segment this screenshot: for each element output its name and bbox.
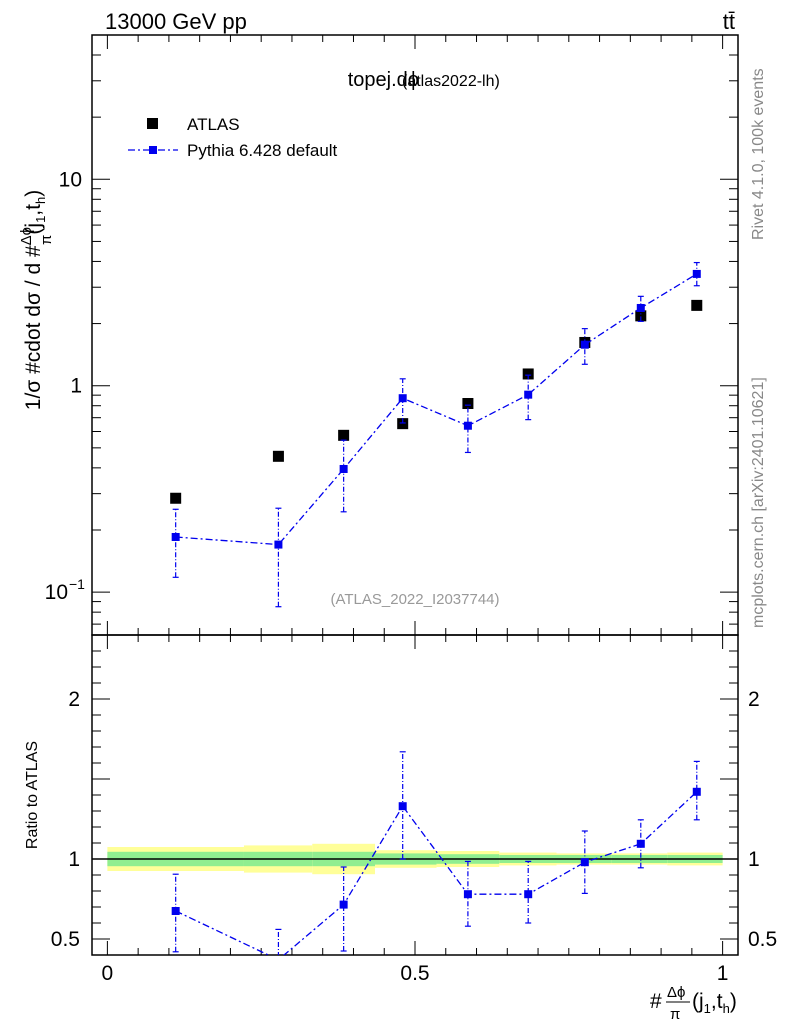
svg-text:Δϕ: Δϕ xyxy=(667,984,685,1001)
ratio-pythia-point xyxy=(580,858,589,867)
pythia-point xyxy=(692,269,701,278)
legend: ATLAS Pythia 6.428 default xyxy=(128,115,338,160)
ratio-pythia-point xyxy=(692,787,701,796)
atlas-point xyxy=(691,299,703,311)
x-tick-label: 1 xyxy=(717,962,729,985)
ratio-pythia-point xyxy=(636,839,645,848)
atlas-point xyxy=(522,368,534,380)
analysis-watermark: (ATLAS_2022_I2037744) xyxy=(330,591,499,608)
svg-text:(j1,th): (j1,th) xyxy=(692,990,737,1016)
ratio-ylabel: Ratio to ATLAS xyxy=(24,741,41,849)
ratio-pythia-point xyxy=(339,900,348,909)
ratio-pythia-point xyxy=(398,802,407,811)
header-energy: 13000 GeV pp xyxy=(105,9,247,34)
ratio-y-tick-label: 1 xyxy=(748,848,760,871)
atlas-point xyxy=(338,429,350,441)
ratio-y-tick-label: 0.5 xyxy=(51,928,80,951)
plot-subtitle: (atlas2022-lh) xyxy=(402,73,500,90)
pythia-point xyxy=(339,464,348,473)
ratio-y-tick-label: 2 xyxy=(68,688,80,711)
side-label-rivet: Rivet 4.1.0, 100k events xyxy=(750,68,767,240)
atlas-point xyxy=(635,310,647,322)
plot-title: topej.dϕ xyxy=(348,69,419,91)
ratio-pythia-point xyxy=(171,907,180,915)
ratio-pythia-point xyxy=(524,890,533,899)
main-data xyxy=(170,261,703,608)
ratio-pythia-line xyxy=(175,791,698,955)
atlas-point xyxy=(397,418,409,430)
legend-atlas-marker xyxy=(147,118,158,129)
svg-text:#: # xyxy=(650,990,662,1013)
pythia-point xyxy=(524,390,533,399)
pythia-point xyxy=(463,421,472,430)
header-process: tt̄ xyxy=(723,9,735,34)
ratio-y-tick-label: 0.5 xyxy=(748,928,777,951)
pythia-point xyxy=(274,540,283,549)
pythia-line xyxy=(175,273,698,546)
pythia-point xyxy=(636,303,645,312)
pythia-point xyxy=(398,394,407,403)
y-tick-label-exponent: −1 xyxy=(69,576,85,592)
atlas-point xyxy=(462,398,474,410)
svg-text:1/σ #cdot dσ / d #Δϕπ(j1,th): 1/σ #cdot dσ / d #Δϕ π(j1,th) xyxy=(18,190,55,410)
main-ylabel: 1/σ #cdot dσ / d #Δϕ π(j1,th) xyxy=(18,190,55,410)
ratio-data xyxy=(171,751,701,964)
pythia-point xyxy=(580,340,589,349)
atlas-point xyxy=(272,450,284,462)
ratio-y-tick-label: 2 xyxy=(748,688,760,711)
y-tick-label: 1 xyxy=(70,375,82,398)
x-tick-label: 0.5 xyxy=(400,962,429,985)
legend-pythia-label: Pythia 6.428 default xyxy=(187,141,338,160)
svg-text:π: π xyxy=(670,1006,680,1023)
ratio-pythia-point xyxy=(463,890,472,899)
ratio-panel-frame xyxy=(91,634,739,956)
ratio-pythia-point xyxy=(274,956,282,964)
ratio-y-tick-label: 1 xyxy=(68,848,80,871)
pythia-point xyxy=(171,532,180,541)
y-tick-label: 10 xyxy=(59,168,82,191)
atlas-point xyxy=(170,492,182,504)
legend-pythia-marker xyxy=(149,146,157,154)
ratio-xlabel: # Δϕ π (j1,th) xyxy=(650,984,737,1023)
y-tick-label: 10 xyxy=(45,581,68,604)
side-label-mcplots: mcplots.cern.ch [arXiv:2401.10621] xyxy=(750,377,767,628)
x-tick-label: 0 xyxy=(102,962,114,985)
legend-atlas-label: ATLAS xyxy=(187,115,240,134)
